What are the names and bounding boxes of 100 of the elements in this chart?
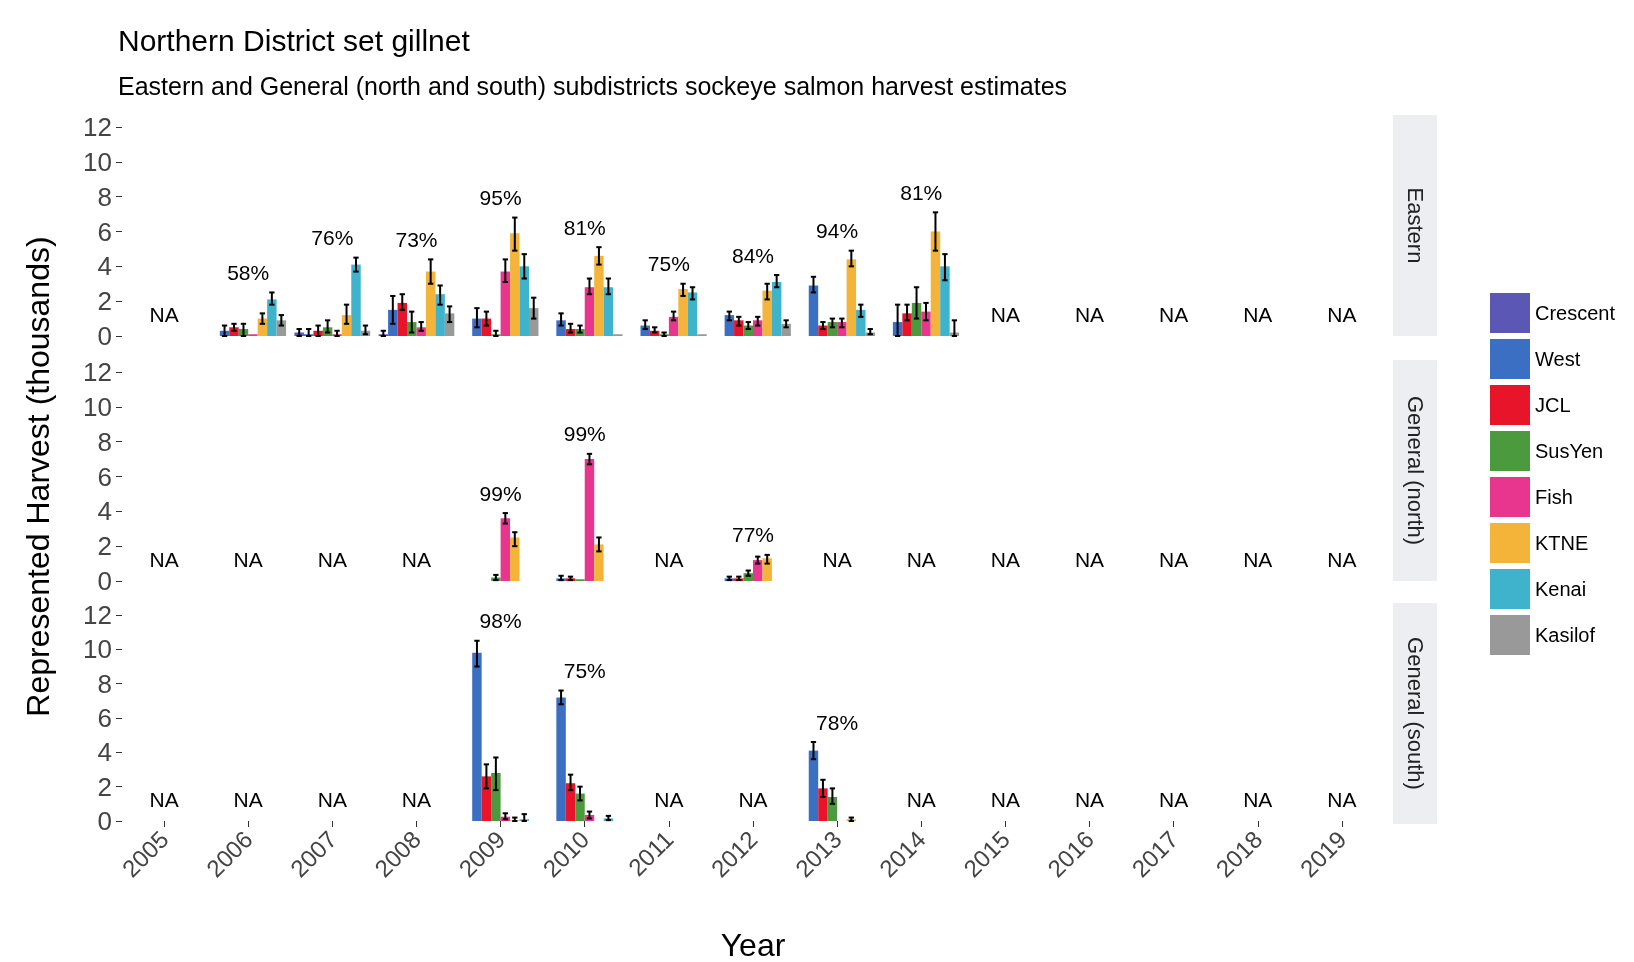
y-tick-label: 0 (97, 806, 112, 836)
annotation: NA (990, 547, 1020, 571)
bar (762, 290, 772, 336)
y-tick-label: 4 (97, 737, 112, 768)
legend-label: KTNE (1535, 532, 1589, 554)
bar (500, 271, 511, 336)
annotation: 75% (563, 659, 606, 683)
bar (425, 271, 436, 336)
bar (472, 652, 482, 821)
bar (481, 776, 492, 821)
y-tick-label: 4 (97, 496, 112, 527)
bar (491, 772, 501, 821)
bar (808, 750, 819, 821)
legend-label: West (1535, 348, 1581, 370)
annotation: NA (149, 547, 179, 571)
bar (762, 558, 772, 581)
annotation: 78% (816, 710, 859, 734)
annotation: 75% (647, 252, 690, 276)
bar (584, 287, 595, 336)
annotation: 81% (563, 215, 606, 239)
y-tick-label: 10 (83, 391, 112, 422)
bar (687, 292, 698, 336)
annotation: NA (654, 787, 684, 811)
y-tick-label: 10 (83, 146, 112, 177)
text: General (north) (1402, 395, 1428, 546)
annotation: NA (990, 302, 1020, 326)
annotation: NA (1327, 787, 1357, 811)
y-tick-label: 4 (97, 251, 112, 282)
bar (940, 266, 950, 336)
annotation: NA (149, 787, 179, 811)
bar (930, 231, 941, 336)
annotation: 76% (311, 226, 354, 250)
bar (510, 233, 520, 336)
annotation: 99% (479, 481, 522, 505)
y-tick-label: 0 (97, 321, 112, 351)
annotation: NA (1159, 547, 1189, 571)
annotation: 98% (479, 609, 522, 633)
bar (397, 302, 407, 336)
text: Eastern (1402, 187, 1428, 264)
bar (594, 544, 604, 581)
annotation: 84% (731, 243, 775, 267)
legend-label: Kenai (1535, 578, 1587, 600)
annotation: NA (1074, 787, 1105, 811)
bar (500, 518, 511, 581)
annotation: NA (654, 547, 684, 571)
annotation: NA (906, 547, 936, 571)
annotation: NA (149, 302, 179, 326)
y-axis-title: Represented Harvest (thousands) (20, 236, 56, 717)
annotation: 81% (900, 180, 943, 204)
annotation: 94% (816, 219, 859, 243)
bar (565, 783, 576, 821)
y-tick-label: 6 (97, 461, 112, 492)
annotation: NA (1327, 302, 1357, 326)
bar (594, 255, 604, 336)
annotation: NA (233, 547, 263, 571)
bar (510, 537, 520, 581)
bar (435, 294, 445, 336)
y-tick-label: 10 (83, 634, 112, 665)
legend-label: SusYen (1535, 440, 1604, 462)
y-tick-label: 2 (97, 531, 112, 562)
annotation: 58% (227, 260, 270, 284)
annotation: NA (1074, 302, 1105, 326)
annotation: NA (1243, 787, 1273, 811)
y-tick-label: 6 (97, 216, 112, 247)
bar (771, 282, 782, 336)
bar (846, 259, 857, 336)
bar (724, 315, 735, 336)
bar (519, 266, 529, 336)
bar (584, 459, 595, 581)
bar (556, 697, 566, 821)
bar (267, 299, 277, 336)
y-tick-label: 12 (83, 112, 112, 142)
x-axis-title: Year (720, 927, 786, 962)
legend-label: Kasilof (1535, 624, 1596, 646)
y-tick-label: 2 (97, 771, 112, 802)
annotation: NA (906, 787, 936, 811)
y-tick-label: 8 (97, 668, 112, 699)
annotation: 73% (395, 227, 438, 251)
y-tick-label: 12 (83, 600, 112, 630)
bar (351, 264, 361, 336)
bar (668, 316, 679, 336)
legend-label: Crescent (1535, 302, 1616, 324)
legend-label: Fish (1535, 486, 1573, 508)
chart-title: Northern District set gillnet (118, 23, 471, 57)
y-tick-label: 6 (97, 703, 112, 733)
annotation: 95% (479, 186, 522, 210)
annotation: NA (1159, 302, 1189, 326)
bar (808, 285, 819, 336)
annotation: NA (1243, 302, 1273, 326)
bar (575, 793, 585, 821)
annotation: NA (233, 787, 263, 811)
annotation: NA (401, 547, 432, 571)
y-tick-label: 12 (83, 357, 112, 387)
annotation: NA (822, 547, 852, 571)
y-tick-label: 0 (97, 566, 112, 596)
y-tick-label: 8 (97, 426, 112, 457)
text: General (south) (1402, 637, 1428, 790)
bar (603, 287, 614, 336)
y-tick-label: 2 (97, 286, 112, 317)
annotation: NA (1159, 787, 1189, 811)
